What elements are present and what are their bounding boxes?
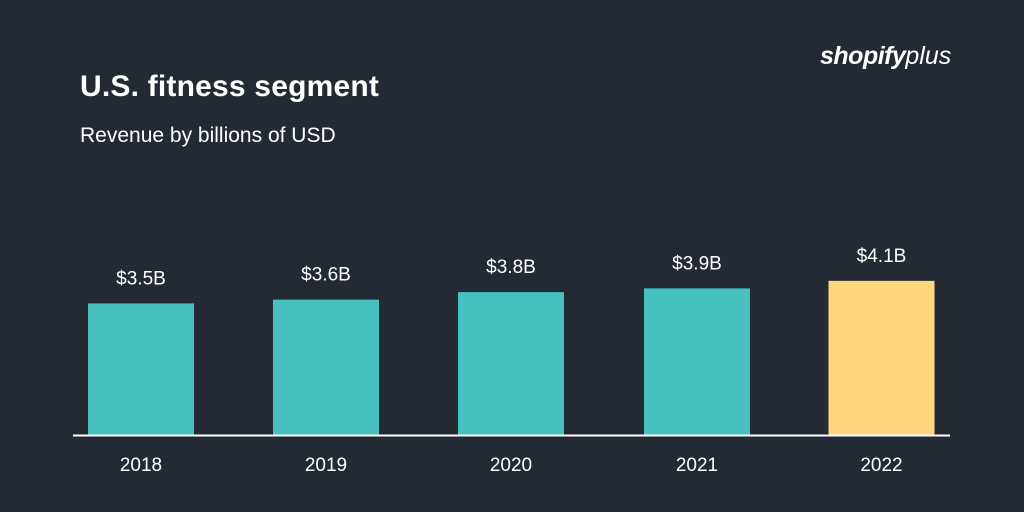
x-tick-label: 2020 (490, 455, 532, 476)
x-tick-label: 2021 (676, 455, 718, 476)
chart-subtitle: Revenue by billions of USD (80, 124, 336, 147)
bar-2020 (458, 292, 564, 435)
data-label: $3.5B (116, 268, 166, 289)
logo-text-plus: plus (905, 42, 952, 70)
chart-title: U.S. fitness segment (80, 70, 380, 103)
data-label: $4.1B (857, 246, 907, 267)
data-label: $3.9B (672, 253, 722, 274)
data-label: $3.8B (486, 257, 536, 278)
bar-2019 (273, 299, 379, 435)
data-label: $3.6B (301, 265, 351, 286)
x-tick-label: 2022 (860, 455, 902, 476)
bar-2018 (88, 303, 194, 435)
x-tick-label: 2019 (305, 455, 347, 476)
logo-text-shopify: shopify (820, 42, 906, 70)
bar-2021 (644, 288, 750, 435)
bar-2022 (828, 280, 935, 435)
x-tick-label: 2018 (120, 455, 162, 476)
shopify-plus-logo: shopifyplus (820, 42, 951, 71)
